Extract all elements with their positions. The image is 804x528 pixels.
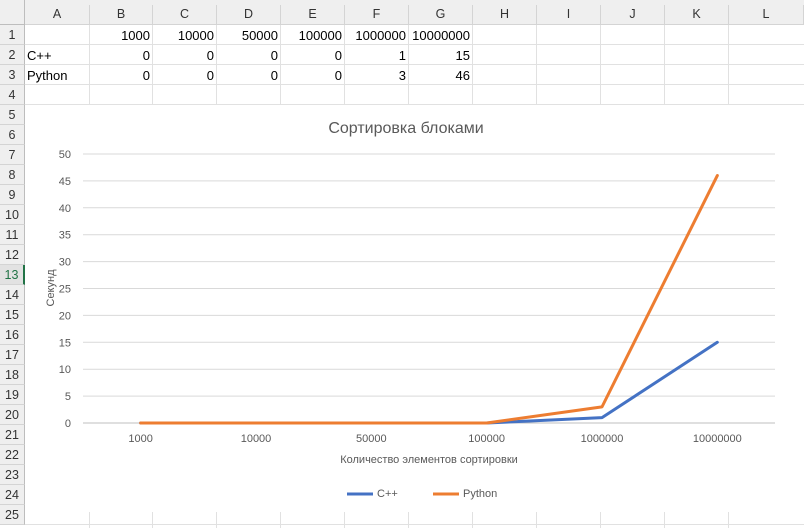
column-header-c[interactable]: C	[153, 5, 217, 25]
x-tick-label: 100000	[468, 433, 505, 445]
row-header-16[interactable]: 16	[0, 325, 25, 345]
cell-g1[interactable]: 10000000	[412, 28, 470, 43]
row-header-10[interactable]: 10	[0, 205, 25, 225]
cell-f2[interactable]: 1	[398, 48, 406, 63]
row-header-25[interactable]: 25	[0, 505, 25, 525]
row-header-23[interactable]: 23	[0, 465, 25, 485]
chart-title: Сортировка блоками	[328, 120, 483, 137]
y-tick-label: 5	[65, 391, 71, 403]
y-tick-label: 30	[59, 257, 71, 269]
row-header-24[interactable]: 24	[0, 485, 25, 505]
x-axis-label: Количество элементов сортировки	[340, 454, 518, 466]
column-header-f[interactable]: F	[345, 5, 409, 25]
y-tick-label: 0	[65, 418, 71, 430]
cell-b2[interactable]: 0	[142, 48, 150, 63]
cell-b3[interactable]: 0	[142, 68, 150, 83]
series-line-cpp[interactable]	[139, 340, 719, 425]
y-tick-label: 45	[59, 176, 71, 188]
cell-c2[interactable]: 0	[206, 48, 214, 63]
row-header-11[interactable]: 11	[0, 225, 25, 245]
row-header-13[interactable]: 13	[0, 265, 25, 285]
cell-a1[interactable]	[25, 26, 90, 45]
cell-b1[interactable]: 1000	[121, 28, 150, 43]
row-header-5[interactable]: 5	[0, 105, 25, 125]
row-header-19[interactable]: 19	[0, 385, 25, 405]
column-header-h[interactable]: H	[473, 5, 537, 25]
cell-e3[interactable]: 0	[334, 68, 342, 83]
legend-item[interactable]: Python	[433, 488, 497, 500]
row-header-4[interactable]: 4	[0, 85, 25, 105]
row-header-3[interactable]: 3	[0, 65, 25, 85]
row-header-15[interactable]: 15	[0, 305, 25, 325]
x-tick-label: 1000000	[581, 433, 624, 445]
legend-label: Python	[463, 488, 497, 500]
cell-g2[interactable]: 15	[455, 48, 470, 63]
row-header-22[interactable]: 22	[0, 445, 25, 465]
cell-f1[interactable]: 1000000	[355, 28, 406, 43]
cell-e1[interactable]: 100000	[298, 28, 342, 43]
row-header-12[interactable]: 12	[0, 245, 25, 265]
cell-e2[interactable]: 0	[334, 48, 342, 63]
column-header-i[interactable]: I	[537, 5, 601, 25]
chart-area[interactable]: Сортировка блоками 0 5 10 15 20 25 30 35 40 45 50 …	[25, 105, 804, 512]
row-header-8[interactable]: 8	[0, 165, 25, 185]
series-line-python[interactable]	[139, 174, 719, 425]
column-header-e[interactable]: E	[281, 5, 345, 25]
column-header-d[interactable]: D	[217, 5, 281, 25]
column-header-k[interactable]: K	[665, 5, 729, 25]
x-tick-label: 1000	[128, 433, 152, 445]
y-tick-label: 25	[59, 284, 71, 296]
x-tick-label: 10000	[241, 433, 272, 445]
select-all-corner[interactable]	[0, 0, 25, 25]
legend-item[interactable]: C++	[347, 488, 398, 500]
row-header-20[interactable]: 20	[0, 405, 25, 425]
line-chart: Сортировка блоками 05101520253035404550 …	[45, 120, 775, 500]
cell-a2[interactable]: C++	[27, 48, 52, 63]
row-header-9[interactable]: 9	[0, 185, 25, 205]
cell-d3[interactable]: 0	[270, 68, 278, 83]
cell-a3[interactable]: Python	[27, 68, 68, 83]
cell-d1[interactable]: 50000	[241, 28, 278, 43]
cell-c3[interactable]: 0	[206, 68, 214, 83]
row-header-2[interactable]: 2	[0, 45, 25, 65]
column-header-j[interactable]: J	[601, 5, 665, 25]
x-tick-label: 50000	[356, 433, 387, 445]
column-header-b[interactable]: B	[90, 5, 153, 25]
y-tick-label: 35	[59, 230, 71, 242]
row-header-1[interactable]: 1	[0, 25, 25, 45]
row-header-21[interactable]: 21	[0, 425, 25, 445]
row-header-6[interactable]: 6	[0, 125, 25, 145]
cell-f3[interactable]: 3	[398, 68, 406, 83]
y-tick-label: 20	[59, 310, 71, 322]
legend-label: C++	[377, 488, 398, 500]
row-header-14[interactable]: 14	[0, 285, 25, 305]
y-tick-label: 40	[59, 203, 71, 215]
row-header-17[interactable]: 17	[0, 345, 25, 365]
column-header-a[interactable]: A	[25, 5, 90, 25]
cell-d2[interactable]: 0	[270, 48, 278, 63]
chart-legend: C++ Python	[347, 488, 497, 500]
column-header-g[interactable]: G	[409, 5, 473, 25]
cell-c1[interactable]: 10000	[177, 28, 214, 43]
cell-g3[interactable]: 46	[455, 68, 470, 83]
y-tick-label: 15	[59, 337, 71, 349]
row-header-18[interactable]: 18	[0, 365, 25, 385]
x-tick-label: 10000000	[693, 433, 742, 445]
y-tick-label: 10	[59, 364, 71, 376]
y-tick-label: 50	[59, 149, 71, 161]
row-header-7[interactable]: 7	[0, 145, 25, 165]
column-header-l[interactable]: L	[729, 5, 804, 25]
y-axis-label: Секунд	[45, 269, 57, 307]
